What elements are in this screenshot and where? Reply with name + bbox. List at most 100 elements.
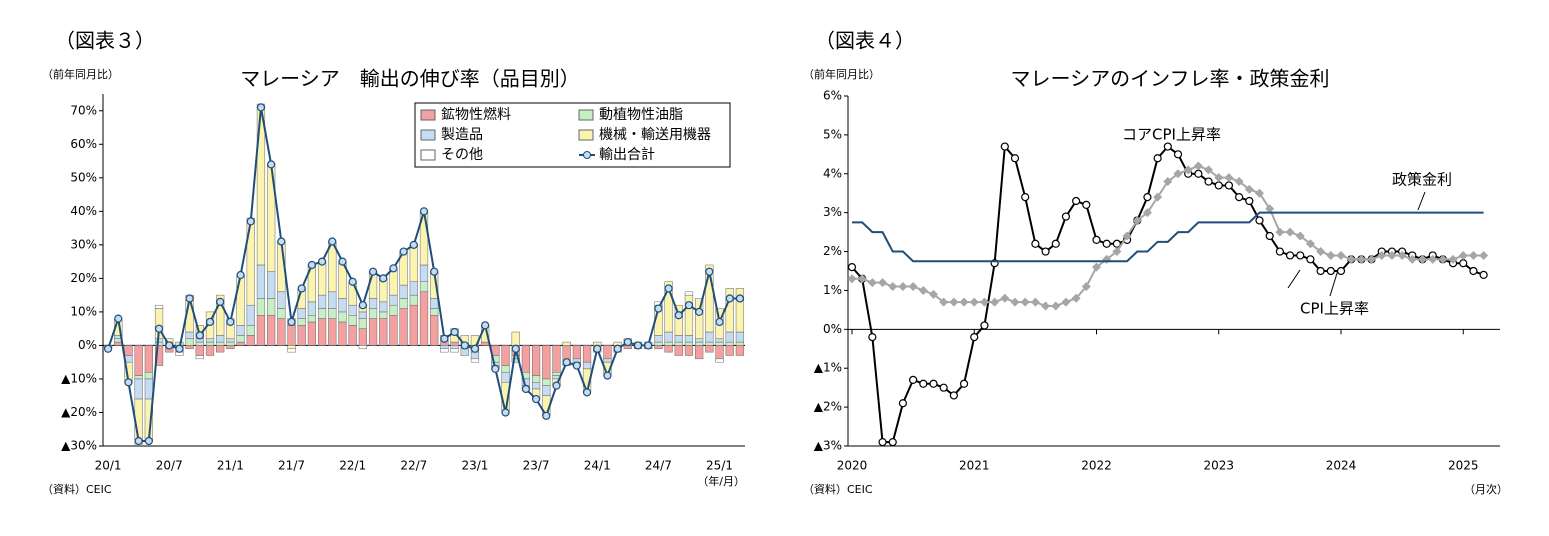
- x-unit: （年/月）: [697, 474, 745, 488]
- y-tick-label: 60%: [70, 137, 97, 151]
- bar-segment: [603, 358, 612, 363]
- marker: [1183, 165, 1193, 175]
- marker: [216, 297, 225, 306]
- marker: [1112, 247, 1122, 257]
- bar-segment: [695, 338, 704, 343]
- marker: [460, 341, 469, 350]
- x-tick-label: 22/7: [400, 459, 427, 473]
- marker: [1030, 297, 1040, 307]
- bar-segment: [674, 341, 683, 346]
- x-tick-label: 25/1: [706, 459, 733, 473]
- bar-segment: [725, 288, 734, 333]
- marker: [1224, 173, 1234, 183]
- marker: [419, 207, 429, 216]
- legend-label: 輸出合計: [599, 147, 655, 163]
- bar-segment: [154, 341, 164, 346]
- marker: [970, 333, 979, 342]
- marker: [1459, 259, 1468, 268]
- bar-segment: [236, 341, 245, 346]
- marker: [317, 257, 327, 266]
- bar-segment: [725, 345, 734, 356]
- y-tick-label: ▲2%: [814, 400, 842, 414]
- marker: [949, 297, 959, 307]
- legend-label: 鉱物性燃料: [441, 106, 511, 123]
- marker: [664, 284, 673, 293]
- bar-segment: [735, 341, 745, 346]
- bar-segment: [542, 345, 551, 380]
- bar-segment: [154, 304, 164, 309]
- marker: [878, 278, 888, 288]
- marker: [867, 278, 877, 288]
- marker: [684, 301, 694, 310]
- marker: [1061, 212, 1071, 221]
- marker: [267, 160, 276, 169]
- marker: [868, 333, 877, 342]
- bar-segment: [440, 348, 449, 353]
- bar-segment: [430, 298, 439, 309]
- marker: [287, 317, 296, 327]
- bar-segment: [358, 318, 367, 329]
- marker: [695, 307, 704, 317]
- marker: [1306, 255, 1315, 264]
- marker: [919, 379, 928, 388]
- marker: [1204, 165, 1214, 175]
- marker: [898, 399, 908, 408]
- x-tick-label: 21/1: [217, 459, 244, 473]
- bar-segment: [246, 304, 255, 326]
- marker: [1285, 227, 1295, 237]
- bar-segment: [368, 318, 378, 346]
- marker: [939, 383, 948, 392]
- marker: [1346, 254, 1356, 264]
- marker: [1418, 254, 1427, 264]
- marker: [185, 294, 194, 303]
- bar-segment: [287, 325, 296, 346]
- bar-segment: [552, 345, 561, 373]
- y-tick-label: ▲3%: [814, 439, 842, 453]
- marker: [144, 436, 153, 446]
- bar-segment: [501, 371, 510, 383]
- marker: [491, 364, 500, 373]
- marker: [1031, 239, 1040, 248]
- marker: [1265, 231, 1274, 241]
- marker: [562, 358, 571, 367]
- bar-segment: [328, 308, 337, 319]
- marker: [1143, 193, 1152, 202]
- legend-swatch: [420, 149, 436, 161]
- bar-segment: [358, 311, 367, 319]
- marker: [1041, 247, 1050, 256]
- marker: [1479, 250, 1489, 260]
- marker: [1479, 270, 1488, 279]
- bar-segment: [552, 371, 561, 376]
- bar-segment: [236, 274, 245, 326]
- bar-segment: [695, 341, 704, 346]
- marker: [1020, 297, 1030, 307]
- y-tick-label: 6%: [823, 89, 842, 103]
- bar-segment: [297, 325, 306, 346]
- marker: [1081, 282, 1091, 292]
- bar-segment: [287, 345, 296, 350]
- y-tick-label: 70%: [70, 103, 97, 117]
- bar-segment: [236, 335, 245, 343]
- marker: [572, 361, 581, 370]
- bar-segment: [735, 331, 745, 343]
- marker: [1377, 250, 1387, 260]
- marker: [1204, 177, 1213, 186]
- bar-segment: [674, 335, 683, 343]
- marker: [623, 337, 632, 347]
- marker: [1214, 181, 1223, 190]
- marker: [715, 317, 724, 327]
- bar-segment: [389, 304, 398, 316]
- marker: [1072, 196, 1081, 206]
- marker: [1367, 254, 1377, 264]
- x-tick-label: 2021: [959, 459, 990, 473]
- marker: [1224, 181, 1234, 190]
- marker: [1092, 235, 1101, 244]
- bar-segment: [684, 341, 694, 346]
- bar-segment: [144, 378, 153, 400]
- bar-segment: [368, 308, 378, 319]
- bar-segment: [695, 298, 704, 339]
- marker: [1041, 301, 1051, 311]
- bar-segment: [705, 264, 714, 333]
- marker: [725, 294, 734, 303]
